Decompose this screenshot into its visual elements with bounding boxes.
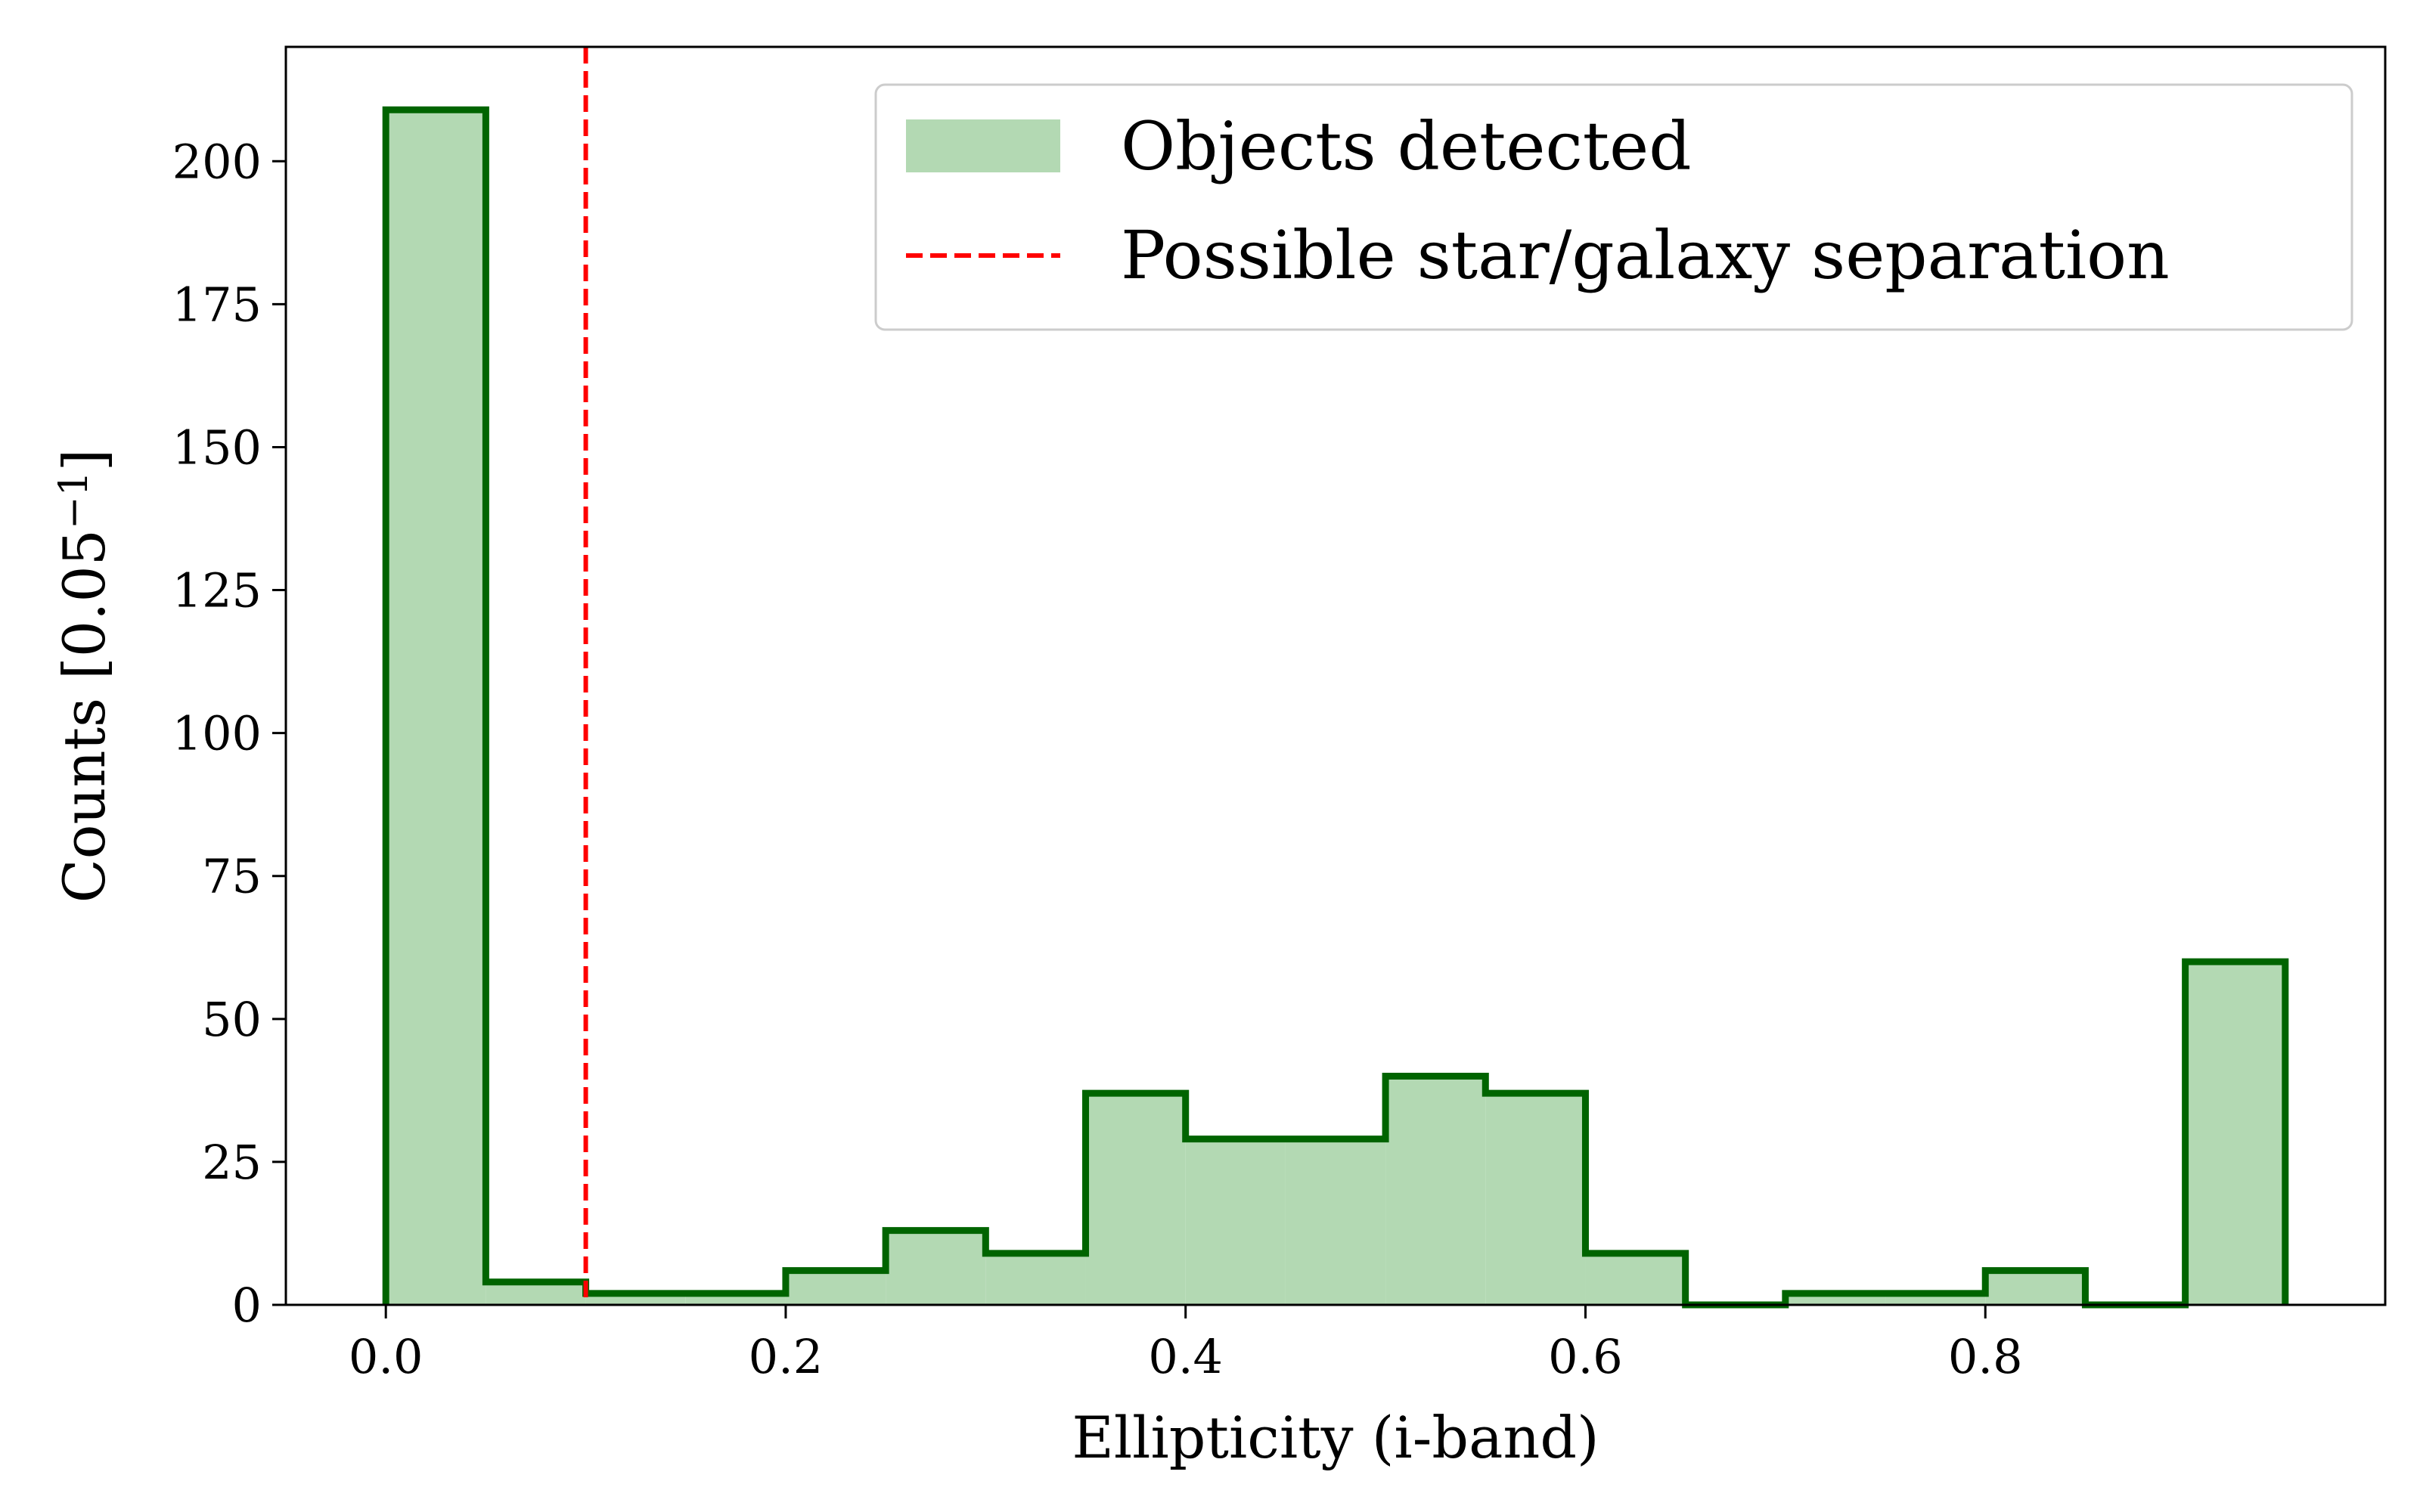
histogram-bar	[985, 1253, 1086, 1305]
y-tick-label: 0	[232, 1278, 262, 1333]
histogram-bar	[2185, 962, 2285, 1305]
y-axis-ticks: 0 25 50 75 100 125 150 175 200	[172, 134, 286, 1333]
histogram-bar	[1085, 1093, 1186, 1305]
x-axis-label: Ellipticity (i-band)	[1072, 1404, 1599, 1471]
legend: Objects detected Possible star/galaxy se…	[874, 83, 2353, 331]
histogram-bar	[1185, 1139, 1286, 1305]
y-tick-label: 50	[202, 992, 262, 1047]
legend-box	[874, 83, 2353, 331]
legend-label-objects: Objects detected	[1121, 107, 1692, 185]
x-tick-label: 0.8	[1948, 1329, 2023, 1384]
y-tick-label: 150	[172, 420, 262, 475]
axes-frame	[284, 45, 2387, 1306]
x-tick-label: 0.4	[1148, 1329, 1223, 1384]
x-tick-label: 0.2	[749, 1329, 824, 1384]
histogram-bar	[1285, 1139, 1386, 1305]
histogram-bar	[1485, 1093, 1586, 1305]
y-tick-label: 200	[172, 134, 262, 189]
histogram-bar	[1585, 1253, 1686, 1305]
histogram-bar	[486, 1281, 586, 1305]
legend-patch-icon	[906, 119, 1060, 172]
y-axis-label-main: Counts [0.05	[51, 529, 118, 903]
plot-area	[284, 45, 2387, 1309]
y-axis-label-superscript: −1	[51, 471, 97, 529]
y-axis-label-close: ]	[51, 449, 118, 472]
y-axis-label: Counts [0.05−1]	[51, 449, 118, 903]
y-tick-label: 125	[172, 563, 262, 618]
histogram-bar	[386, 110, 486, 1306]
x-axis-ticks: 0.0 0.2 0.4 0.6 0.8	[349, 1305, 2023, 1384]
histogram-bar	[785, 1270, 886, 1305]
histogram-bar	[1985, 1270, 2086, 1305]
y-tick-label: 25	[202, 1135, 262, 1190]
histogram-bar	[886, 1230, 986, 1305]
histogram-bar	[1385, 1076, 1486, 1305]
histogram-bars	[386, 110, 2285, 1306]
y-tick-label: 75	[202, 849, 262, 904]
x-tick-label: 0.0	[349, 1329, 424, 1384]
y-tick-label: 100	[172, 706, 262, 761]
legend-label-separation: Possible star/galaxy separation	[1121, 216, 2170, 294]
y-tick-label: 175	[172, 277, 262, 332]
histogram-outline	[382, 106, 2289, 1309]
x-tick-label: 0.6	[1548, 1329, 1623, 1384]
